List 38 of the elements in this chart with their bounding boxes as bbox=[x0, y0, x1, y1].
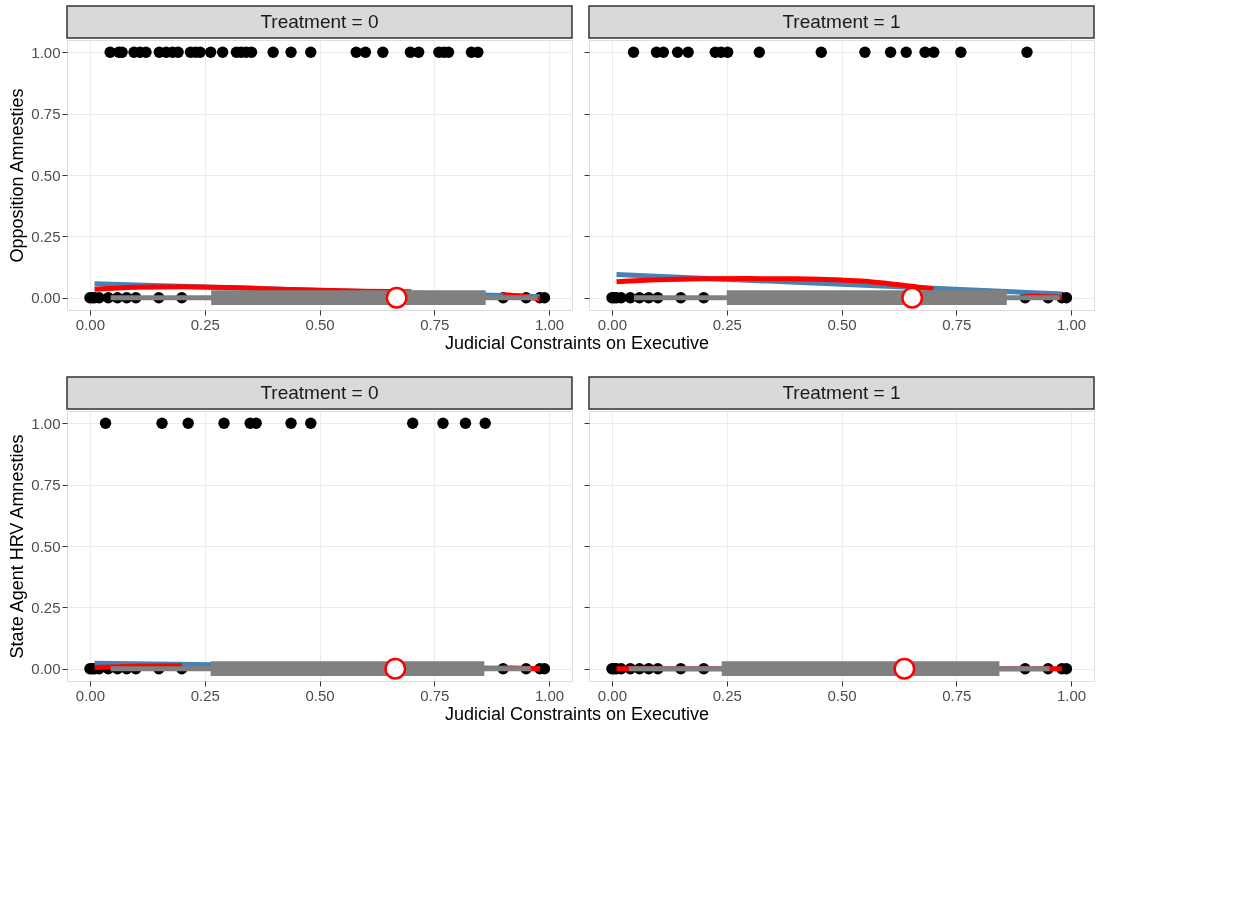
x-tick-label: 0.75 bbox=[420, 315, 450, 333]
x-tick-label: 0.25 bbox=[712, 686, 742, 704]
y-tick-label: 0.50 bbox=[31, 166, 61, 184]
x-tick-label: 0.50 bbox=[827, 686, 857, 704]
x-tick-label: 1.00 bbox=[534, 315, 565, 333]
y-tick-label: 0.00 bbox=[31, 660, 61, 678]
y-tick-label: 1.00 bbox=[31, 414, 61, 432]
x-tick-label: 0.50 bbox=[305, 686, 335, 704]
x-tick-label: 1.00 bbox=[534, 686, 565, 704]
x-tick-label: 0.25 bbox=[190, 315, 220, 333]
y-axis-title: Opposition Amnesties bbox=[7, 88, 28, 263]
chart-title: Treatment = 0 bbox=[260, 11, 379, 32]
x-tick-label: 0.25 bbox=[712, 315, 742, 333]
x-tick-label: 0.75 bbox=[942, 315, 972, 333]
x-tick-label: 0.50 bbox=[305, 315, 335, 333]
y-tick-label: 0.25 bbox=[31, 227, 61, 245]
y-axis-title: State Agent HRV Amnesties bbox=[7, 434, 28, 659]
x-tick-label: 0.00 bbox=[597, 315, 628, 333]
x-tick-label: 0.75 bbox=[420, 686, 450, 704]
x-tick-label: 0.00 bbox=[597, 686, 628, 704]
x-tick-label: 1.00 bbox=[1056, 686, 1087, 704]
x-tick-label: 0.75 bbox=[942, 686, 972, 704]
x-tick-label: 0.00 bbox=[75, 315, 106, 333]
x-tick-label: 1.00 bbox=[1056, 315, 1087, 333]
x-axis-title: Judicial Constraints on Executive bbox=[444, 704, 710, 724]
y-tick-label: 0.75 bbox=[31, 105, 61, 123]
chart-title: Treatment = 1 bbox=[782, 11, 901, 32]
y-tick-label: 0.00 bbox=[31, 289, 61, 307]
x-axis-title: Judicial Constraints on Executive bbox=[444, 333, 710, 353]
y-tick-label: 1.00 bbox=[31, 43, 61, 61]
y-tick-label: 0.75 bbox=[31, 476, 61, 494]
x-tick-label: 0.50 bbox=[827, 315, 857, 333]
x-tick-label: 0.00 bbox=[75, 686, 106, 704]
x-tick-label: 0.25 bbox=[190, 686, 220, 704]
y-tick-label: 0.25 bbox=[31, 598, 61, 616]
chart-title: Treatment = 1 bbox=[782, 382, 901, 403]
y-tick-label: 0.50 bbox=[31, 537, 61, 555]
chart-title: Treatment = 0 bbox=[260, 382, 379, 403]
